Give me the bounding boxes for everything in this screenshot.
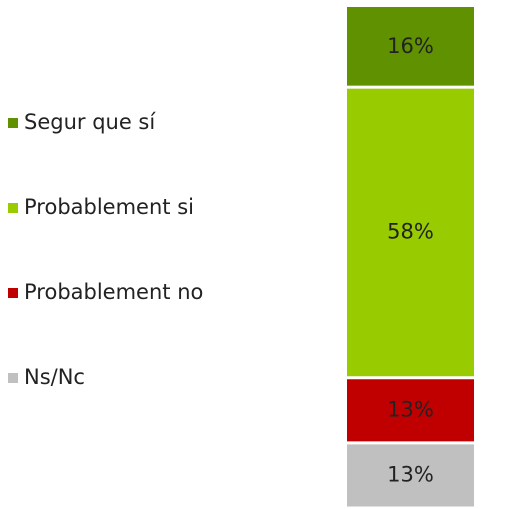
data-label: 13% [387,397,434,421]
legend-label: Probablement no [24,280,203,304]
bar-segment [347,88,474,377]
bar-segment [347,444,474,507]
bar-segment [347,379,474,442]
legend-label: Segur que sí [24,110,156,134]
legend-label: Ns/Nc [24,365,85,389]
legend-swatch [8,118,18,128]
bar-segment [347,7,474,86]
data-label: 16% [387,34,434,58]
legend-swatch [8,288,18,298]
data-label: 58% [387,219,434,243]
legend-swatch [8,373,18,383]
legend-swatch [8,203,18,213]
legend-label: Probablement si [24,195,194,219]
data-label: 13% [387,462,434,486]
